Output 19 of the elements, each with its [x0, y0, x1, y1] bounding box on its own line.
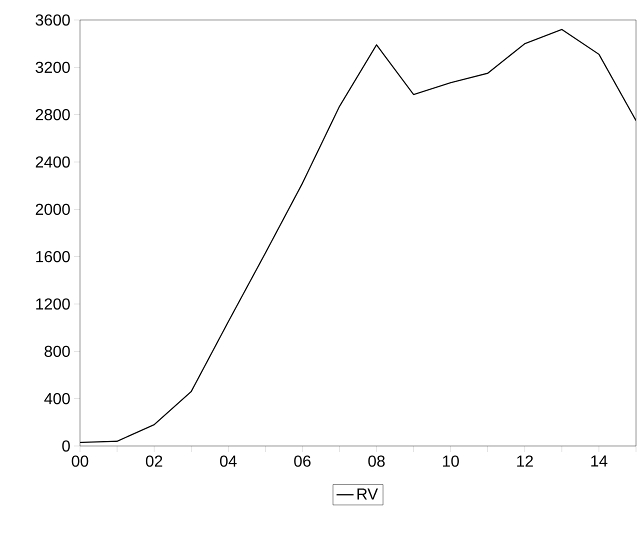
x-tick-label: 10 [443, 456, 459, 467]
y-tick-label: 800 [44, 346, 70, 357]
y-tick-label: 1200 [36, 298, 70, 310]
x-tick-label: 08 [368, 456, 385, 467]
y-tick-label: 0 [62, 440, 70, 452]
y-tick-label: 2800 [36, 109, 70, 120]
x-tick-label: 06 [294, 456, 311, 467]
x-tick-label: 00 [72, 456, 88, 467]
y-tick-label: 3200 [36, 62, 70, 73]
legend-label: RV [357, 488, 378, 500]
x-tick-label: 02 [146, 456, 162, 467]
y-tick-label: 3600 [36, 14, 70, 26]
x-tick-label: 12 [517, 456, 533, 467]
x-tick-label: 14 [591, 456, 608, 466]
y-tick-label: 400 [44, 393, 70, 404]
y-tick-label: 2400 [36, 156, 70, 168]
y-tick-label: 2000 [36, 204, 70, 215]
x-tick-label: 04 [220, 456, 237, 467]
y-tick-label: 1600 [36, 251, 70, 262]
